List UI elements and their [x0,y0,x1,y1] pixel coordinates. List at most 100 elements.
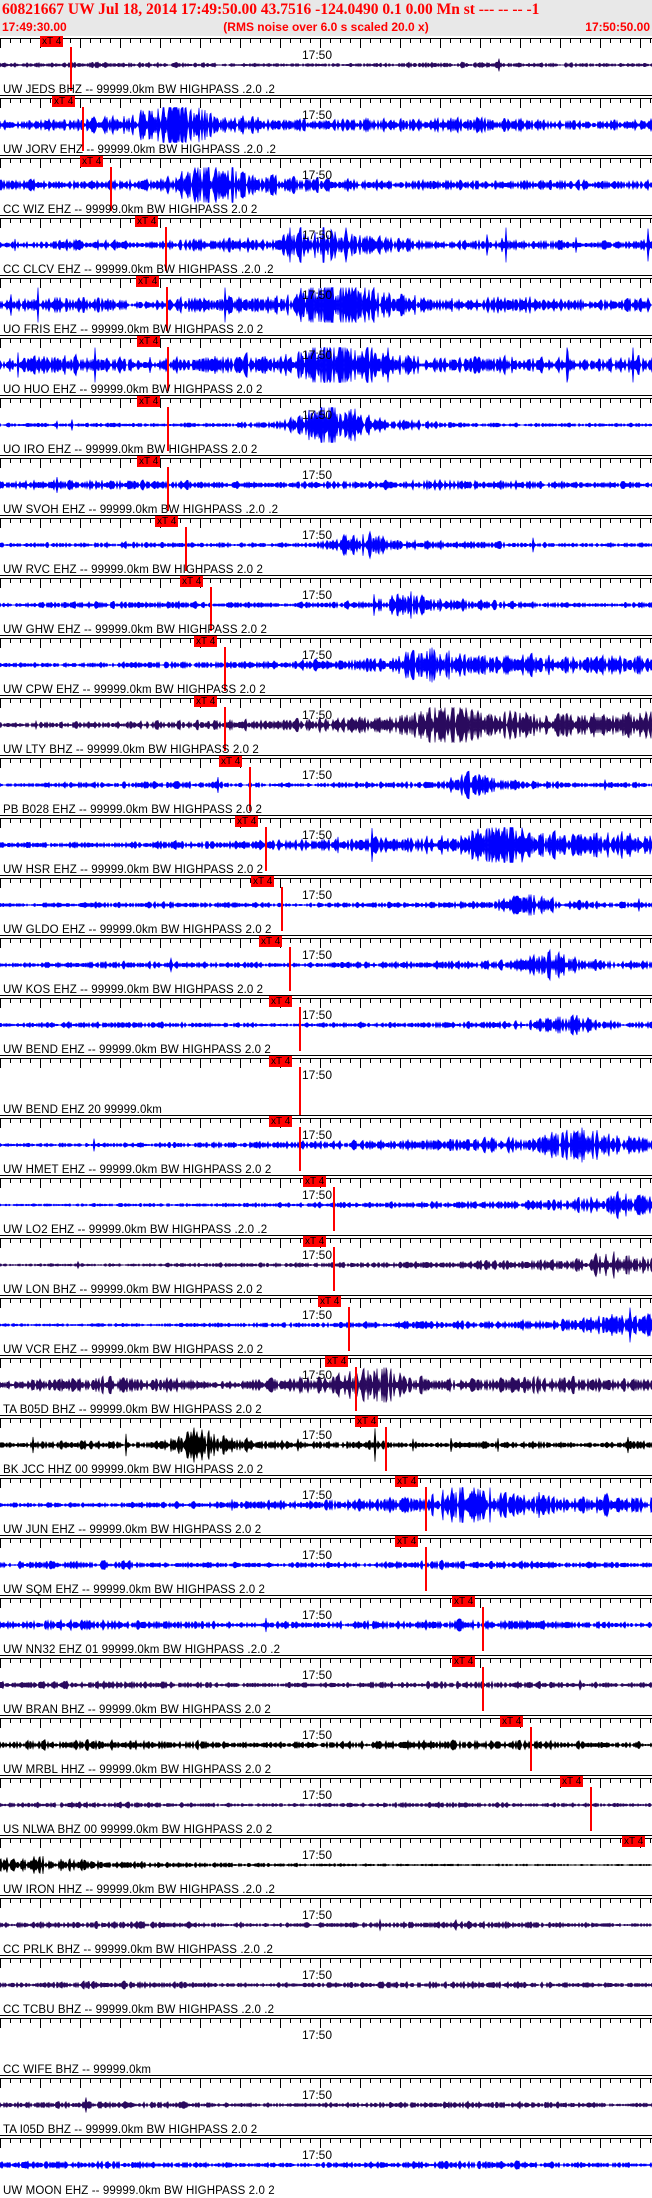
waveform [0,166,652,204]
time-axis [0,936,652,948]
waveform [0,2147,652,2183]
trace-row[interactable]: 17:50 xT 4 UW BEND EHZ -- 99999.0km BW HIG… [0,996,652,1056]
waveform [0,467,652,503]
time-axis [0,1956,652,1968]
trace-row[interactable]: 17:50 xT 4 CC CLCV EHZ -- 99999.0km BW HIG… [0,216,652,276]
station-channel-label: UW JUN EHZ -- 99999.0km BW HIGHPASS 2.0 … [3,1524,262,1536]
waveform [0,1607,652,1643]
waveform [0,887,652,923]
waveform [0,587,652,623]
trace-row[interactable]: 17:50 xT 4 UO IRO EHZ -- 99999.0km BW HIGH… [0,396,652,456]
trace-row[interactable]: 17:50 xT 4 UW JORV EHZ -- 99999.0km BW HIG… [0,96,652,156]
trace-row[interactable]: 17:50 xT 4 UW GLDO EHZ -- 99999.0km BW HIG… [0,876,652,936]
station-channel-label: UW JEDS BHZ -- 99999.0km BW HIGHPASS .2.… [3,84,275,96]
trace-row[interactable]: 17:50 xT 4 UW RVC EHZ -- 99999.0km BW HIGH… [0,516,652,576]
event-title: 60821667 UW Jul 18, 2014 17:49:50.00 43.… [2,1,540,18]
station-channel-label: CC CLCV EHZ -- 99999.0km BW HIGHPASS .2.… [3,264,274,276]
trace-row[interactable]: 17:50 xT 4 UW SQM EHZ -- 99999.0km BW HIGH… [0,1536,652,1596]
time-axis [0,1176,652,1188]
station-channel-label: UW LO2 EHZ -- 99999.0km BW HIGHPASS .2.0… [3,1224,268,1236]
time-axis [0,996,652,1008]
trace-row[interactable]: 17:50 xT 4 UW LON BHZ -- 99999.0km BW HIGH… [0,1236,652,1296]
trace-row[interactable]: 17:50 CC WIFE BHZ -- 99999.0km [0,2016,652,2076]
trace-row[interactable]: 17:50 CC PRLK BHZ -- 99999.0km BW HIGHPAS… [0,1896,652,1956]
trace-row[interactable]: 17:50 xT 4 UW HSR EHZ -- 99999.0km BW HIGH… [0,816,652,876]
time-axis [0,876,652,888]
time-axis [0,96,652,108]
waveform [0,1367,652,1403]
station-channel-label: UW GLDO EHZ -- 99999.0km BW HIGHPASS 2.0… [3,924,272,936]
station-channel-label: UW VCR EHZ -- 99999.0km BW HIGHPASS 2.0 … [3,1344,264,1356]
waveform [0,106,652,144]
trace-row[interactable]: 17:50 xT 4 UO FRIS EHZ -- 99999.0km BW HIG… [0,276,652,336]
station-channel-label: CC TCBU BHZ -- 99999.0km BW HIGHPASS .2.… [3,2004,275,2016]
station-channel-label: UW BEND EHZ 20 99999.0km [3,1104,162,1116]
time-axis [0,696,652,708]
waveform [0,1547,652,1583]
station-channel-label: UW SQM EHZ -- 99999.0km BW HIGHPASS 2.0 … [3,1584,266,1596]
waveform [0,1787,652,1823]
waveform [0,227,652,263]
trace-row[interactable]: 17:50 CC TCBU BHZ -- 99999.0km BW HIGHPAS… [0,1956,652,2016]
station-channel-label: UW JORV EHZ -- 99999.0km BW HIGHPASS .2.… [3,144,277,156]
trace-row[interactable]: 17:50 xT 4 PB B028 EHZ -- 99999.0km BW HIG… [0,756,652,816]
station-channel-label: CC WIZ EHZ -- 99999.0km BW HIGHPASS 2.0 … [3,204,258,216]
trace-row[interactable]: 17:50 xT 4 UW JEDS BHZ -- 99999.0km BW HIG… [0,36,652,96]
waveform [0,1427,652,1463]
time-axis [0,1356,652,1368]
time-axis [0,1716,652,1728]
trace-row[interactable]: 17:50 xT 4 UW CPW EHZ -- 99999.0km BW HIGH… [0,636,652,696]
trace-row[interactable]: 17:50 xT 4 UW HMET EHZ -- 99999.0km BW HIG… [0,1116,652,1176]
end-time-label: 17:50:50.00 [585,20,650,34]
time-axis [0,2136,652,2148]
trace-row[interactable]: 17:50 xT 4 UW VCR EHZ -- 99999.0km BW HIGH… [0,1296,652,1356]
trace-row[interactable]: 17:50 xT 4 UW LTY BHZ -- 99999.0km BW HIGH… [0,696,652,756]
trace-row[interactable]: 17:50 xT 4 UW SVOH EHZ -- 99999.0km BW HIG… [0,456,652,516]
time-axis [0,1296,652,1308]
trace-row[interactable]: 17:50 xT 4 BK JCC HHZ 00 99999.0km BW HIGH… [0,1416,652,1476]
trace-row[interactable]: 17:50 xT 4 UW NN32 EHZ 01 99999.0km BW HIG… [0,1596,652,1656]
trace-row[interactable]: 17:50 xT 4 UW MRBL HHZ -- 99999.0km BW HIG… [0,1716,652,1776]
waveform [0,1967,652,2003]
time-axis [0,1536,652,1548]
trace-row[interactable]: 17:50 xT 4 UW JUN EHZ -- 99999.0km BW HIGH… [0,1476,652,1536]
station-channel-label: UW MRBL HHZ -- 99999.0km BW HIGHPASS 2.0… [3,1764,272,1776]
trace-row[interactable]: 17:50 xT 4 CC WIZ EHZ -- 99999.0km BW HIGH… [0,156,652,216]
trace-row[interactable]: 17:50 xT 4 US NLWA BHZ 00 99999.0km BW HIG… [0,1776,652,1836]
waveform [0,407,652,443]
waveform [0,1007,652,1043]
station-channel-label: US NLWA BHZ 00 99999.0km BW HIGHPASS 2.0… [3,1824,273,1836]
trace-row[interactable]: 17:50 xT 4 UW KOS EHZ -- 99999.0km BW HIGH… [0,936,652,996]
station-channel-label: UW NN32 EHZ 01 99999.0km BW HIGHPASS .2.… [3,1644,281,1656]
trace-row[interactable]: 17:50 xT 4 UO HUO EHZ -- 99999.0km BW HIGH… [0,336,652,396]
time-axis [0,336,652,348]
time-axis [0,216,652,228]
time-axis [0,1476,652,1488]
waveform [0,47,652,83]
trace-row[interactable]: 17:50 UW MOON EHZ -- 99999.0km BW HIGHPAS… [0,2136,652,2196]
waveform [0,1247,652,1283]
trace-row[interactable]: 17:50 xT 4 UW BRAN BHZ -- 99999.0km BW HIG… [0,1656,652,1716]
waveform [0,1727,652,1763]
waveform [0,346,652,384]
start-time-label: 17:49:30.00 [2,20,67,34]
waveform [0,1307,652,1343]
trace-list: 17:50 xT 4 UW JEDS BHZ -- 99999.0km BW HIG… [0,36,652,2196]
trace-row[interactable]: 17:50 xT 4 UW GHW EHZ -- 99999.0km BW HIGH… [0,576,652,636]
station-channel-label: TA B05D BHZ -- 99999.0km BW HIGHPASS 2.0… [3,1404,262,1416]
waveform [0,947,652,983]
time-axis [0,1416,652,1428]
waveform [0,1127,652,1163]
waveform [0,767,652,803]
station-channel-label: UW SVOH EHZ -- 99999.0km BW HIGHPASS .2.… [3,504,279,516]
time-axis [0,1776,652,1788]
station-channel-label: UW KOS EHZ -- 99999.0km BW HIGHPASS 2.0 … [3,984,264,996]
waveform [0,527,652,563]
trace-row[interactable]: 17:50 xT 4 UW BEND EHZ 20 99999.0km [0,1056,652,1116]
trace-row[interactable]: 17:50 TA I05D BHZ -- 99999.0km BW HIGHPAS… [0,2076,652,2136]
trace-row[interactable]: 17:50 xT 4 UW IRON HHZ -- 99999.0km BW HIG… [0,1836,652,1896]
station-channel-label: UW GHW EHZ -- 99999.0km BW HIGHPASS 2.0 … [3,624,267,636]
trace-row[interactable]: 17:50 xT 4 TA B05D BHZ -- 99999.0km BW HIG… [0,1356,652,1416]
trace-row[interactable]: 17:50 xT 4 UW LO2 EHZ -- 99999.0km BW HIGH… [0,1176,652,1236]
time-axis [0,636,652,648]
